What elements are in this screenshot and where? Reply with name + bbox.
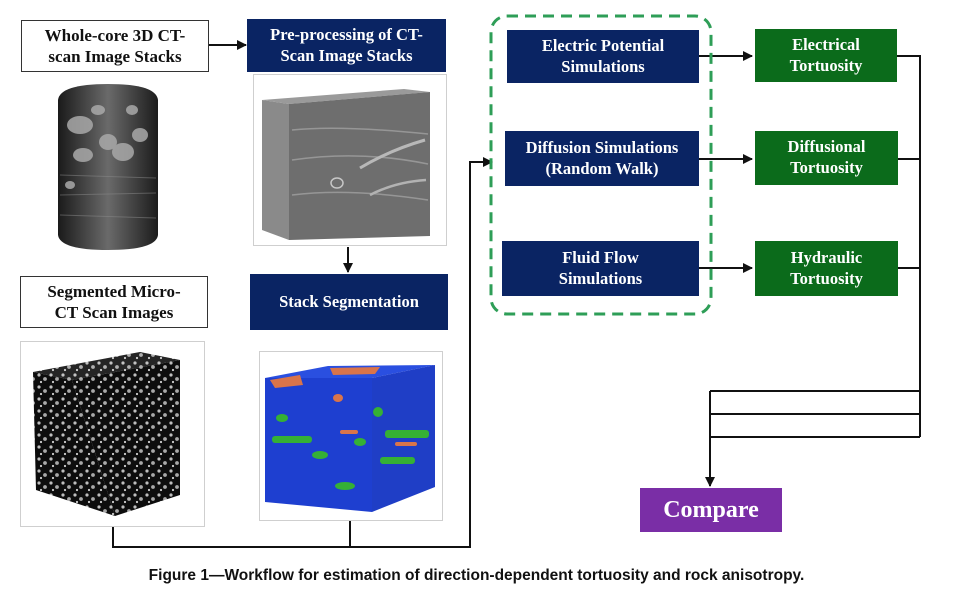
compare-box: Compare bbox=[640, 488, 782, 532]
preprocessing-box: Pre-processing of CT- Scan Image Stacks bbox=[247, 19, 446, 72]
electric-potential-simulations-box: Electric Potential Simulations bbox=[507, 30, 699, 83]
electrical-tortuosity-box: Electrical Tortuosity bbox=[755, 29, 897, 82]
stack-segmentation-box: Stack Segmentation bbox=[250, 274, 448, 330]
segmented-images-box: Segmented Micro- CT Scan Images bbox=[20, 276, 208, 328]
figure-caption: Figure 1—Workflow for estimation of dire… bbox=[148, 567, 805, 584]
hydraulic-tortuosity-box: Hydraulic Tortuosity bbox=[755, 241, 898, 296]
diffusion-simulations-box: Diffusion Simulations (Random Walk) bbox=[505, 131, 699, 186]
line-segmented-to-simulations bbox=[112, 157, 493, 548]
diffusional-tortuosity-box: Diffusional Tortuosity bbox=[755, 131, 898, 185]
line-electrical-to-bus bbox=[897, 55, 921, 437]
ct-stacks-box: Whole-core 3D CT- scan Image Stacks bbox=[21, 20, 209, 72]
simulation-group-dashed bbox=[489, 14, 713, 316]
fluid-flow-simulations-box: Fluid Flow Simulations bbox=[502, 241, 699, 296]
